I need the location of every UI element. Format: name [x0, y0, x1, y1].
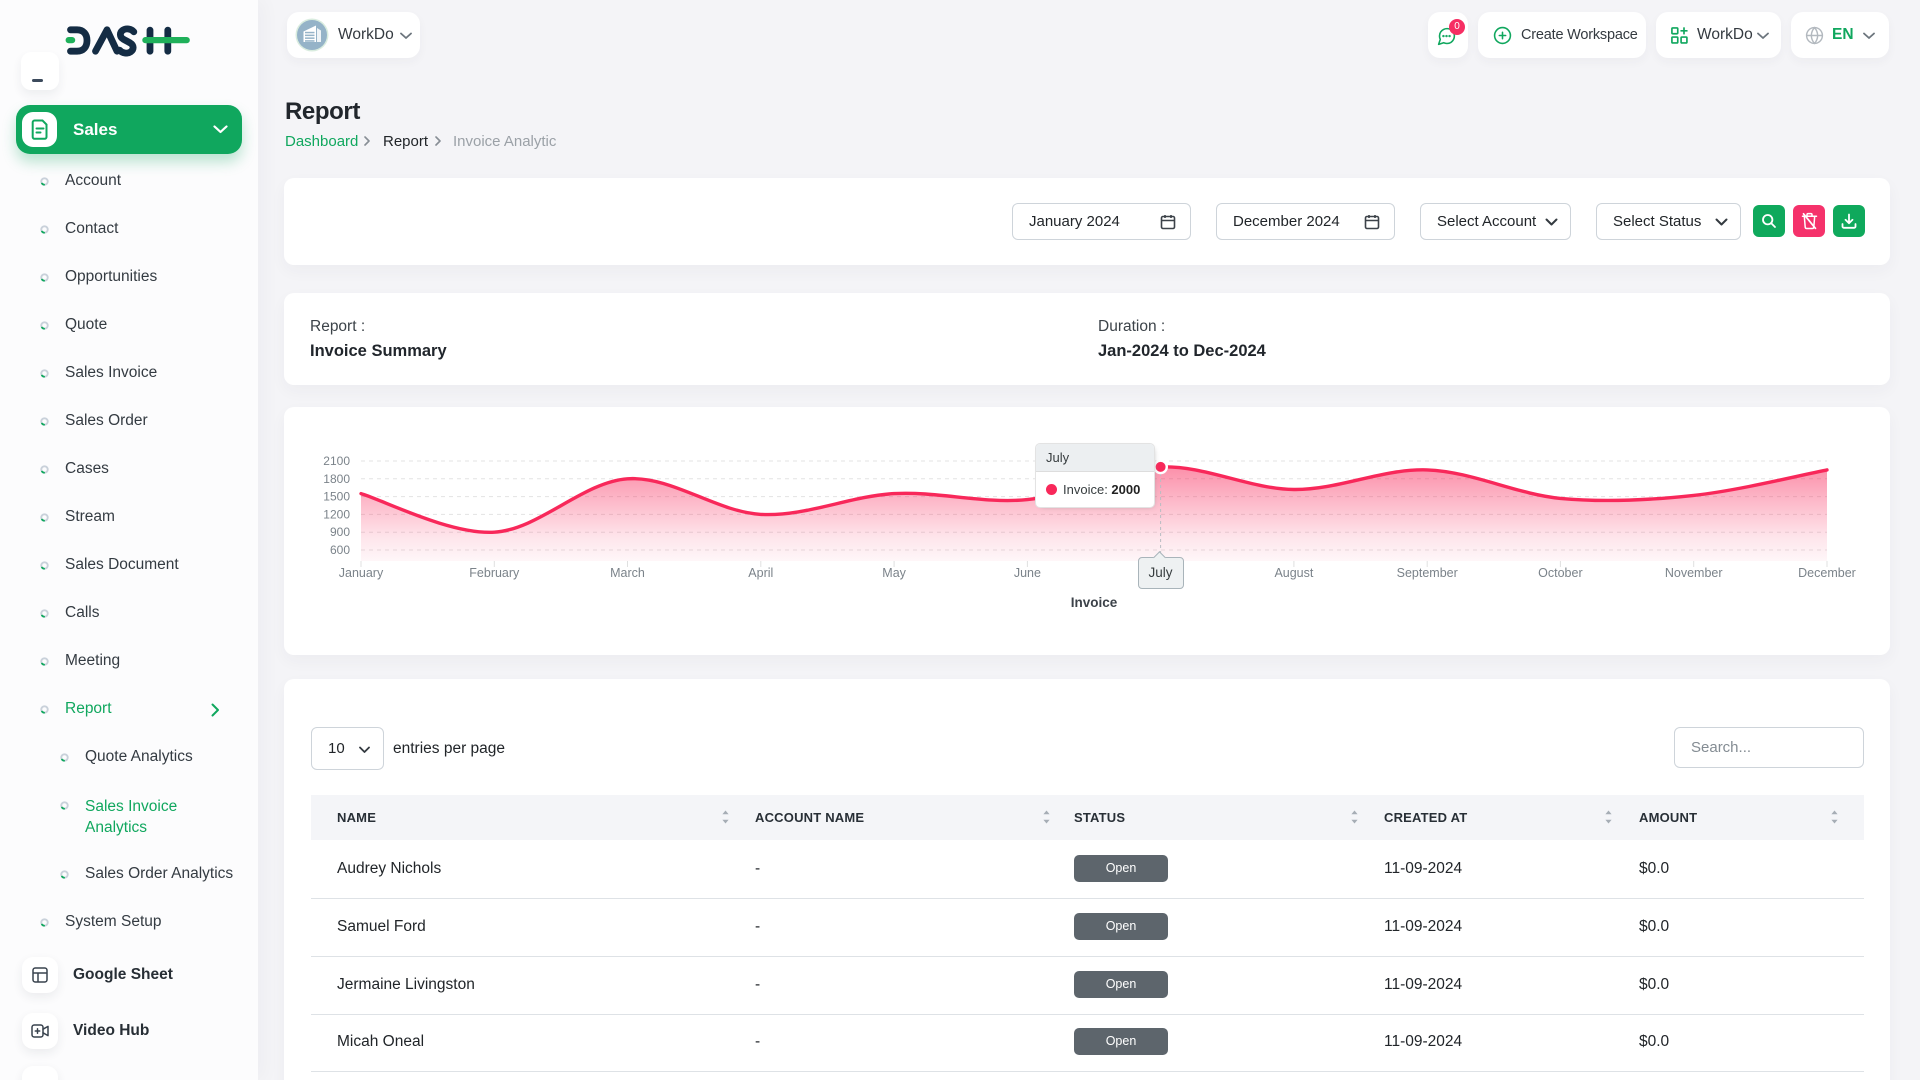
svg-text:September: September — [1397, 566, 1458, 580]
svg-text:2100: 2100 — [323, 454, 350, 468]
svg-text:1200: 1200 — [323, 507, 350, 521]
svg-text:October: October — [1538, 566, 1582, 580]
svg-text:June: June — [1014, 566, 1041, 580]
svg-text:May: May — [882, 566, 906, 580]
svg-text:April: April — [748, 566, 773, 580]
svg-text:1800: 1800 — [323, 472, 350, 486]
svg-text:Invoice: Invoice — [1071, 595, 1118, 610]
svg-text:900: 900 — [330, 525, 350, 539]
svg-text:February: February — [469, 566, 520, 580]
svg-text:December: December — [1798, 566, 1856, 580]
svg-text:November: November — [1665, 566, 1723, 580]
svg-text:August: August — [1274, 566, 1313, 580]
svg-text:January: January — [339, 566, 384, 580]
svg-text:1500: 1500 — [323, 490, 350, 504]
svg-text:600: 600 — [330, 543, 350, 557]
svg-text:March: March — [610, 566, 645, 580]
